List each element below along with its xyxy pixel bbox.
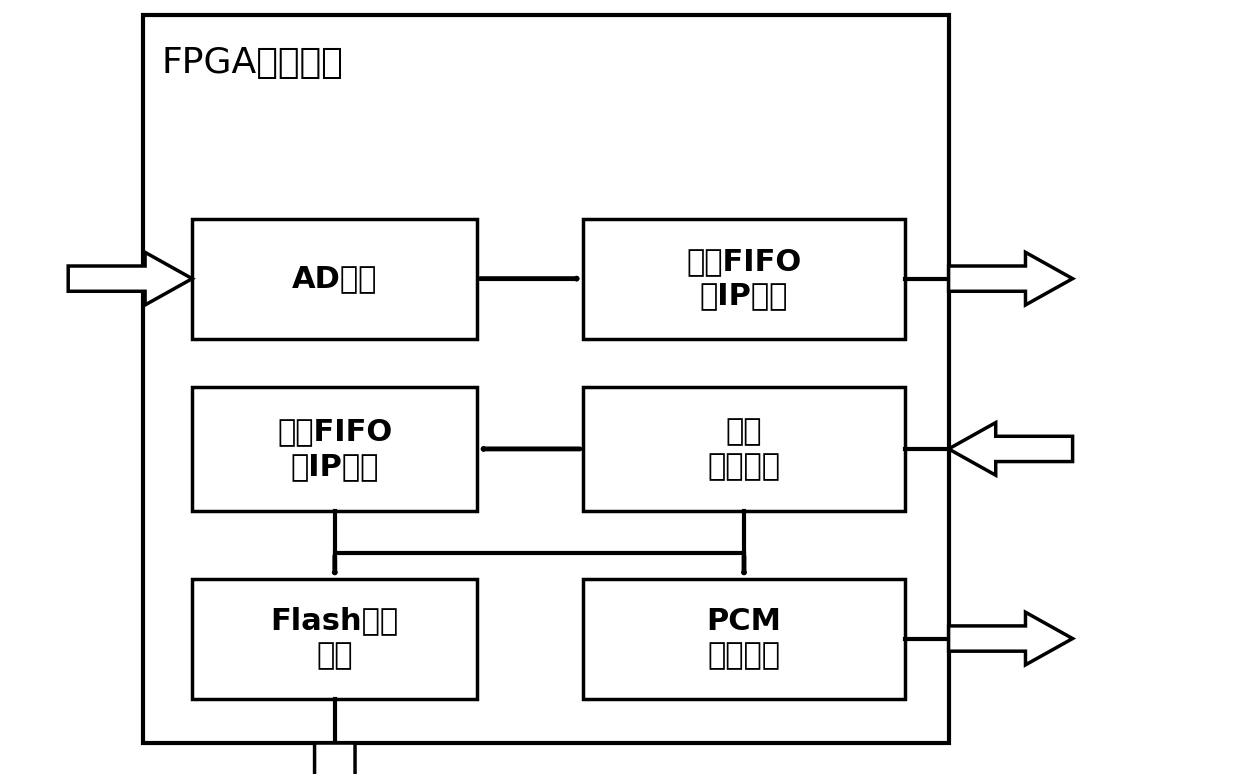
Text: （IP核）: （IP核） <box>290 452 379 481</box>
Text: FPGA内部逻辑: FPGA内部逻辑 <box>161 46 343 80</box>
Text: Flash存储: Flash存储 <box>270 607 399 635</box>
Bar <box>192 218 477 339</box>
Bar <box>583 218 905 339</box>
Bar <box>192 387 477 511</box>
Text: 发送模块: 发送模块 <box>708 642 780 670</box>
Bar <box>583 579 905 698</box>
Text: 中转FIFO: 中转FIFO <box>278 417 392 446</box>
Text: （IP核）: （IP核） <box>699 282 789 310</box>
Text: PCM: PCM <box>707 607 781 635</box>
Text: AD采集: AD采集 <box>293 264 377 293</box>
Polygon shape <box>949 252 1073 305</box>
Text: 接取模块: 接取模块 <box>708 452 780 481</box>
Text: 量化FIFO: 量化FIFO <box>687 247 801 276</box>
Polygon shape <box>949 612 1073 665</box>
Text: 控制: 控制 <box>316 642 353 670</box>
Text: 串口: 串口 <box>725 417 763 446</box>
Bar <box>192 579 477 698</box>
Bar <box>143 15 949 743</box>
Bar <box>583 387 905 511</box>
Polygon shape <box>293 743 377 774</box>
Polygon shape <box>949 423 1073 475</box>
Polygon shape <box>68 252 192 305</box>
